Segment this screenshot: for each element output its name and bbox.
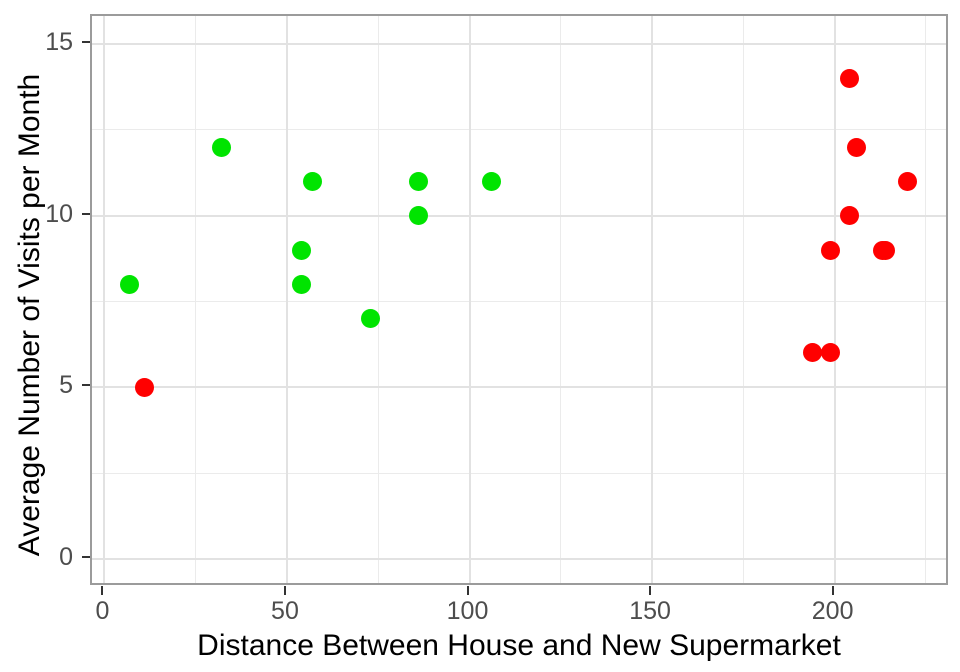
grid-minor-x [560,16,562,583]
data-point-red-points [839,206,859,226]
grid-minor-x [377,16,379,583]
y-tick-label: 0 [59,542,73,571]
x-tick-mark [649,586,652,595]
plot-panel [90,14,948,585]
y-tick-mark [82,212,90,215]
data-point-red-points [839,68,859,88]
x-tick-mark [101,586,104,595]
x-tick-label: 100 [446,597,489,625]
grid-major-y [92,214,946,217]
data-point-green-points [120,274,140,294]
x-axis-title: Distance Between House and New Supermark… [197,629,841,662]
grid-minor-x [195,16,197,583]
data-point-green-points [211,137,231,157]
data-point-green-points [408,171,428,191]
data-point-green-points [303,171,323,191]
x-tick-mark [283,586,286,595]
y-tick-mark [82,41,90,44]
x-tick-label: 0 [95,597,110,625]
grid-major-y [92,557,946,560]
data-point-green-points [481,171,501,191]
grid-minor-x [742,16,744,583]
y-tick-mark [82,384,90,387]
grid-major-x [651,16,654,583]
data-point-red-points [821,240,841,260]
y-tick-label: 15 [45,28,73,57]
data-point-red-points [898,171,918,191]
data-point-red-points [803,343,823,363]
grid-minor-y [92,301,946,302]
grid-minor-y [92,129,946,131]
x-tick-mark [466,586,469,595]
data-point-green-points [408,206,428,226]
data-point-green-points [292,240,312,260]
x-axis: 0 50 100 150 200 [90,585,948,645]
y-tick-label: 10 [45,199,73,228]
data-point-red-points [876,240,896,260]
grid-major-x [833,16,836,583]
data-point-green-points [292,274,312,294]
grid-minor-x [925,16,927,583]
data-point-red-points [847,137,867,157]
x-tick-mark [831,586,834,595]
grid-major-x [468,16,471,583]
data-point-green-points [361,309,381,329]
data-point-red-points [135,377,155,397]
y-axis: 0 5 10 15 [0,14,90,585]
y-tick-mark [82,555,90,558]
grid-major-x [285,16,288,583]
grid-major-y [92,43,946,46]
grid-minor-y [92,472,946,474]
grid-major-y [92,386,946,389]
y-tick-label: 5 [59,371,73,400]
x-tick-label: 50 [271,597,299,625]
x-tick-label: 200 [811,597,854,625]
data-point-red-points [821,343,841,363]
x-tick-label: 150 [629,597,671,625]
grid-major-x [103,16,106,583]
